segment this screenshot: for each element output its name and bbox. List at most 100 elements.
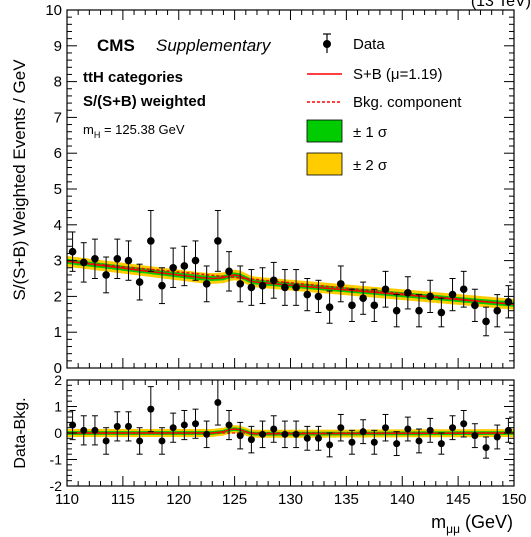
data-point — [169, 424, 177, 432]
data-point — [68, 247, 77, 256]
ratio-sb-fit-line — [67, 428, 515, 435]
legend-sb-entry: S+B (μ=1.19) — [307, 66, 443, 83]
x-tick-label: 145 — [446, 491, 471, 508]
x-tick-label: 135 — [334, 491, 359, 508]
data-point — [449, 424, 457, 432]
data-point — [214, 399, 222, 407]
y-tick-label: 0 — [54, 425, 62, 441]
data-point — [314, 292, 323, 301]
data-point — [381, 424, 389, 432]
legend-band1-swatch — [306, 119, 343, 143]
ratio-data-points — [69, 379, 512, 459]
data-point — [348, 438, 356, 446]
x-tick-label: 115 — [111, 491, 135, 508]
y-tick-label: 1 — [54, 399, 62, 415]
data-point — [91, 255, 99, 263]
x-tick-label: 120 — [166, 491, 191, 508]
data-point — [270, 425, 278, 433]
top-right-text: (13 TeV) — [471, 0, 531, 10]
data-point — [91, 426, 99, 434]
data-point — [493, 306, 502, 315]
data-point — [393, 440, 401, 448]
data-point — [69, 421, 77, 429]
data-point — [471, 301, 479, 310]
data-point — [258, 281, 267, 290]
y-tick-label: 4 — [54, 217, 62, 234]
data-point — [102, 271, 110, 279]
data-point — [147, 237, 155, 245]
data-point — [113, 422, 121, 430]
data-point — [292, 283, 300, 292]
ratio-y-axis-ticks: -2 -1 0 1 2 — [50, 372, 514, 494]
fit-curves — [66, 260, 515, 306]
legend-band1-label: ± 1 σ — [353, 124, 388, 141]
data-point — [359, 428, 367, 436]
data-point — [326, 441, 334, 449]
data-point — [337, 424, 345, 432]
data-point — [102, 437, 110, 445]
legend-data-marker — [323, 40, 331, 48]
main-sb-fit-line — [66, 260, 515, 306]
legend: Data S+B (μ=1.19) Bkg. component ± 1 σ ±… — [306, 33, 462, 176]
data-point — [415, 437, 423, 445]
legend-data-entry: Data — [323, 33, 385, 53]
legend-sb-label: S+B (μ=1.19) — [353, 66, 443, 83]
x-tick-label: 110 — [55, 491, 79, 508]
data-point — [460, 420, 468, 428]
category-line1: ttH categories — [83, 69, 183, 86]
data-point — [191, 256, 200, 265]
data-point — [504, 426, 512, 434]
data-point — [459, 285, 468, 294]
y-tick-label: 1 — [54, 324, 62, 341]
x-tick-label: 150 — [501, 491, 526, 508]
x-tick-label: 125 — [222, 491, 247, 508]
y-tick-label: 8 — [54, 74, 62, 91]
data-point — [192, 420, 200, 428]
data-point — [236, 432, 244, 440]
y-tick-label: 3 — [54, 253, 62, 270]
data-points — [68, 209, 513, 337]
data-point — [124, 256, 133, 265]
x-tick-label: 140 — [390, 491, 415, 508]
y-tick-label: 5 — [54, 181, 62, 198]
data-point — [203, 430, 211, 438]
y-tick-label: 10 — [45, 2, 62, 19]
data-point — [493, 433, 501, 441]
data-point — [404, 289, 412, 297]
y-tick-label: 6 — [54, 145, 62, 162]
x-axis-ticks-main — [66, 10, 515, 368]
y-tick-label: 2 — [54, 288, 62, 305]
data-point — [202, 280, 211, 288]
main-plot-frame — [66, 9, 515, 369]
main-plot-panel: 0 1 2 3 4 5 6 7 8 9 10 CMS Supplementary ttH categ… — [10, 2, 515, 377]
data-point — [136, 437, 144, 445]
data-point — [281, 430, 289, 438]
y-tick-label: -1 — [50, 452, 63, 468]
y-tick-label: 2 — [54, 372, 62, 388]
data-point — [359, 294, 367, 302]
y-tick-label: 9 — [54, 38, 62, 55]
data-point — [392, 306, 401, 315]
data-point — [381, 285, 390, 294]
legend-band2-entry: ± 2 σ — [306, 152, 388, 176]
y-tick-label: 7 — [54, 109, 62, 126]
data-point — [471, 432, 479, 440]
data-point — [180, 262, 189, 270]
mass-label: mH = 125.38 GeV — [83, 122, 185, 140]
legend-bkg-entry: Bkg. component — [307, 94, 462, 111]
data-point — [348, 301, 356, 310]
data-point — [281, 283, 289, 292]
data-point — [504, 297, 513, 306]
data-point — [259, 430, 267, 438]
data-point — [113, 255, 122, 263]
data-point — [292, 430, 300, 438]
data-point — [247, 283, 256, 292]
y-tick-label: 0 — [54, 360, 62, 377]
data-point — [158, 281, 166, 290]
data-point — [370, 301, 379, 310]
data-point — [236, 280, 245, 288]
category-line2: S/(S+B) weighted — [83, 93, 206, 110]
ratio-y-axis-label: Data-Bkg. — [12, 397, 29, 468]
data-point — [448, 290, 457, 299]
